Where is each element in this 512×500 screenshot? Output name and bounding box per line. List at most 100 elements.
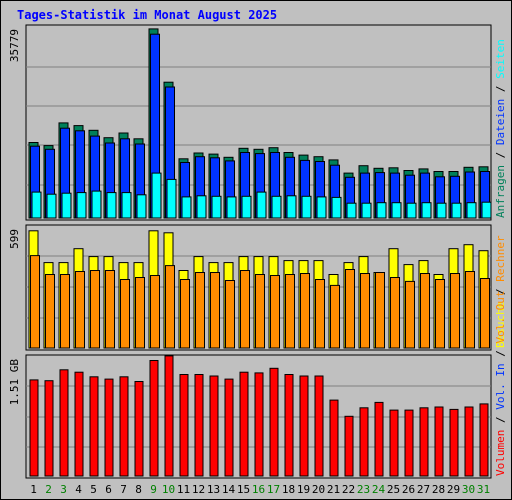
bar-volumen-day-3	[59, 369, 69, 477]
chart-title: Tages-Statistik im Monat August 2025	[17, 8, 278, 22]
bar-volumen-day-31	[479, 403, 489, 477]
bar-rechner-day-26	[405, 280, 415, 349]
day-label-10: 10	[162, 483, 175, 496]
bar-volumen-day-13	[209, 375, 219, 477]
bar-rechner-day-29	[450, 273, 460, 349]
legend-entry-besuche: Besuche	[494, 302, 507, 348]
bar-rechner-day-17	[270, 275, 280, 349]
bar-rechner-day-3	[60, 274, 70, 349]
bar-seiten-day-8	[136, 194, 147, 219]
y-max-label: 599	[8, 229, 21, 249]
day-label-18: 18	[282, 483, 295, 496]
bar-seiten-day-6	[106, 192, 117, 219]
day-label-31: 31	[477, 483, 490, 496]
panel-visits-sites: 599 Besuche / Rechner	[8, 224, 507, 351]
bar-seiten-day-7	[121, 192, 132, 219]
bar-volumen-day-25	[389, 409, 399, 477]
bar-volumen-day-21	[329, 399, 339, 477]
bar-rechner-day-21	[330, 284, 340, 349]
bar-rechner-day-15	[240, 270, 250, 349]
bar-seiten-day-26	[406, 202, 417, 219]
bar-seiten-day-23	[361, 202, 372, 219]
legend-entry-seiten: Seiten	[494, 39, 507, 79]
bar-rechner-day-6	[105, 270, 115, 349]
bar-rechner-day-1	[30, 255, 40, 349]
day-label-30: 30	[462, 483, 475, 496]
bar-seiten-day-12	[196, 195, 207, 219]
bar-rechner-day-5	[90, 270, 100, 349]
bar-volumen-day-20	[314, 375, 324, 477]
panel-volume: 1.51 GB Volumen / Vol. In / Vol. Out	[8, 291, 507, 479]
bar-volumen-day-6	[104, 378, 114, 477]
bar-volumen-day-14	[224, 378, 234, 477]
bar-seiten-day-1	[31, 191, 42, 219]
bar-volumen-day-5	[89, 376, 99, 477]
bar-volumen-day-27	[419, 407, 429, 477]
bar-seiten-day-22	[346, 202, 357, 219]
legend-entry-vol-in: Vol. In	[494, 363, 507, 409]
day-label-24: 24	[372, 483, 386, 496]
bar-seiten-day-28	[436, 202, 447, 219]
bar-seiten-day-31	[481, 201, 492, 219]
day-label-28: 28	[432, 483, 445, 496]
bar-volumen-day-18	[284, 374, 294, 477]
bar-seiten-day-20	[316, 196, 327, 219]
legend-entry-rechner: Rechner	[494, 235, 507, 282]
bar-volumen-day-28	[434, 406, 444, 477]
bar-rechner-day-4	[75, 271, 85, 349]
day-label-12: 12	[192, 483, 205, 496]
day-label-6: 6	[105, 483, 112, 496]
bar-seiten-day-29	[451, 202, 462, 219]
legend-entry-dateien: Dateien	[494, 99, 507, 145]
day-label-4: 4	[75, 483, 82, 496]
bar-volumen-day-11	[179, 374, 189, 477]
bar-rechner-day-30	[465, 271, 475, 349]
bar-volumen-day-8	[134, 381, 144, 477]
bar-rechner-day-18	[285, 274, 295, 349]
bar-rechner-day-12	[195, 272, 205, 349]
bar-rechner-day-22	[345, 269, 355, 349]
bar-rechner-day-23	[360, 273, 370, 349]
bar-volumen-day-19	[299, 375, 309, 477]
bar-seiten-day-24	[376, 202, 387, 219]
series-legend: Besuche / Rechner	[494, 235, 507, 348]
bar-volumen-day-17	[269, 367, 279, 477]
bar-rechner-day-7	[120, 279, 130, 349]
bar-volumen-day-15	[239, 371, 249, 477]
day-label-19: 19	[297, 483, 310, 496]
bar-rechner-day-19	[300, 273, 310, 349]
bar-seiten-day-14	[226, 196, 237, 219]
bar-seiten-day-15	[241, 195, 252, 219]
day-label-15: 15	[237, 483, 250, 496]
bar-volumen-day-9	[149, 360, 159, 477]
legend-entry-anfragen: Anfragen	[494, 165, 507, 218]
day-label-3: 3	[60, 483, 67, 496]
day-label-25: 25	[387, 483, 400, 496]
bar-volumen-day-16	[254, 372, 264, 477]
day-label-2: 2	[45, 483, 52, 496]
bar-volumen-day-24	[374, 401, 384, 477]
bar-rechner-day-10	[165, 265, 175, 349]
bar-rechner-day-27	[420, 273, 430, 349]
bar-seiten-day-25	[391, 202, 402, 219]
bar-rechner-day-28	[435, 279, 445, 349]
bar-seiten-day-19	[301, 195, 312, 219]
bar-volumen-day-26	[404, 409, 414, 477]
bar-rechner-day-14	[225, 280, 235, 349]
bar-seiten-day-2	[46, 193, 57, 219]
bar-volumen-day-23	[359, 407, 369, 477]
bar-seiten-day-3	[61, 192, 72, 219]
day-labels: 1 2 3 4 5 6 7 8 9 10 11 12 13 14 15 16 17 18 19 20 21 22 23 24 2…	[30, 483, 490, 496]
y-max-label: 1.51 GB	[8, 359, 21, 406]
day-label-17: 17	[267, 483, 280, 496]
day-label-8: 8	[135, 483, 142, 496]
bar-seiten-day-11	[181, 196, 192, 219]
day-label-13: 13	[207, 483, 220, 496]
day-label-11: 11	[177, 483, 190, 496]
day-label-26: 26	[402, 483, 415, 496]
bar-rechner-day-25	[390, 277, 400, 349]
day-label-9: 9	[150, 483, 157, 496]
bar-volumen-day-30	[464, 406, 474, 477]
day-label-5: 5	[90, 483, 97, 496]
